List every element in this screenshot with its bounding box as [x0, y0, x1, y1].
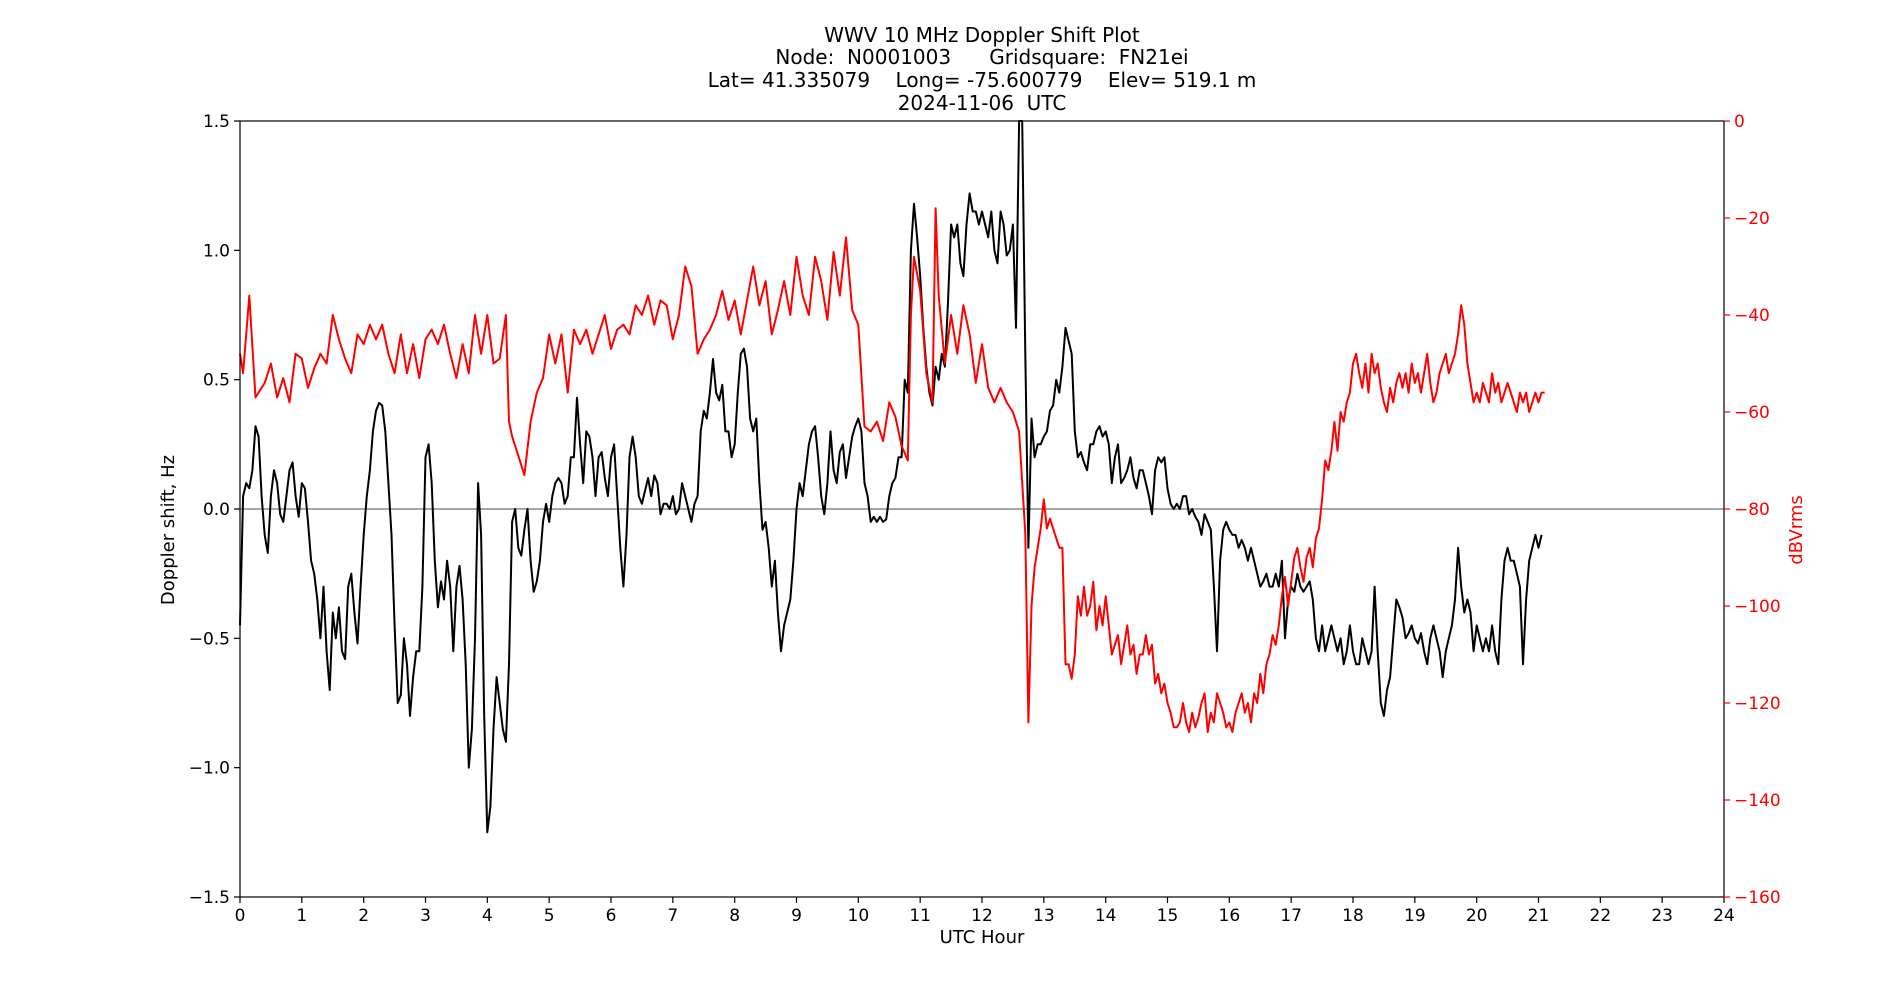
x-tick-label: 24 — [1713, 906, 1735, 926]
y-right-tick-label: −40 — [1734, 306, 1770, 326]
x-tick-label: 20 — [1466, 906, 1488, 926]
x-tick-label: 6 — [606, 906, 617, 926]
title-line-2: Node: N0001003 Gridsquare: FN21ei — [775, 45, 1188, 69]
x-axis-label: UTC Hour — [940, 927, 1025, 948]
y-right-tick-label: −120 — [1734, 694, 1781, 714]
y-right-tick-label: −60 — [1734, 403, 1770, 423]
y-left-tick-label: 0.0 — [203, 500, 230, 520]
x-axis: 0 1 2 3 4 5 6 7 8 9 10 11 12 13 14 15 16 17 18 19 20 21 22 23 24 — [235, 897, 1735, 926]
chart-title: WWV 10 MHz Doppler Shift Plot Node: N000… — [708, 23, 1257, 115]
x-tick-label: 9 — [791, 906, 802, 926]
x-tick-label: 22 — [1590, 906, 1612, 926]
power-series-line — [239, 207, 1545, 734]
y-axis-right-label: dBVrms — [1786, 495, 1807, 565]
x-tick-label: 19 — [1404, 906, 1426, 926]
x-tick-label: 3 — [420, 906, 431, 926]
x-tick-label: 11 — [909, 906, 931, 926]
x-tick-label: 0 — [235, 906, 246, 926]
y-right-tick-label: −100 — [1734, 597, 1781, 617]
series-layer — [239, 120, 1545, 834]
y-left-tick-label: 1.0 — [203, 241, 230, 261]
x-tick-label: 12 — [971, 906, 993, 926]
y-axis-right: 0 −20 −40 −60 −80 −100 −120 −140 −160 — [1724, 112, 1781, 908]
x-tick-label: 15 — [1157, 906, 1179, 926]
title-line-3: Lat= 41.335079 Long= -75.600779 Elev= 51… — [708, 68, 1257, 92]
x-tick-label: 7 — [667, 906, 678, 926]
y-right-tick-label: 0 — [1734, 112, 1745, 132]
x-tick-label: 13 — [1033, 906, 1055, 926]
y-left-tick-label: −1.0 — [189, 759, 230, 779]
title-line-4: 2024-11-06 UTC — [898, 91, 1067, 115]
x-tick-label: 1 — [296, 906, 307, 926]
x-tick-label: 4 — [482, 906, 493, 926]
y-right-tick-label: −20 — [1734, 209, 1770, 229]
y-axis-left: 1.5 1.0 0.5 0.0 −0.5 −1.0 −1.5 — [189, 112, 240, 908]
y-axis-left-label: Doppler shift, Hz — [158, 455, 179, 605]
x-tick-label: 5 — [544, 906, 555, 926]
y-right-tick-label: −80 — [1734, 500, 1770, 520]
x-tick-label: 17 — [1280, 906, 1302, 926]
x-tick-label: 16 — [1219, 906, 1241, 926]
x-tick-label: 10 — [848, 906, 870, 926]
title-line-1: WWV 10 MHz Doppler Shift Plot — [824, 23, 1140, 47]
y-left-tick-label: 0.5 — [203, 371, 230, 391]
x-tick-label: 18 — [1342, 906, 1364, 926]
x-tick-label: 23 — [1651, 906, 1673, 926]
x-tick-label: 21 — [1528, 906, 1550, 926]
y-left-tick-label: 1.5 — [203, 112, 230, 132]
plot-area — [239, 120, 1725, 898]
y-right-tick-label: −140 — [1734, 791, 1781, 811]
y-left-tick-label: −1.5 — [189, 888, 230, 908]
y-left-tick-label: −0.5 — [189, 629, 230, 649]
x-tick-label: 8 — [729, 906, 740, 926]
doppler-series-line — [239, 120, 1543, 834]
x-tick-label: 2 — [358, 906, 369, 926]
x-tick-label: 14 — [1095, 906, 1117, 926]
y-right-tick-label: −160 — [1734, 888, 1781, 908]
